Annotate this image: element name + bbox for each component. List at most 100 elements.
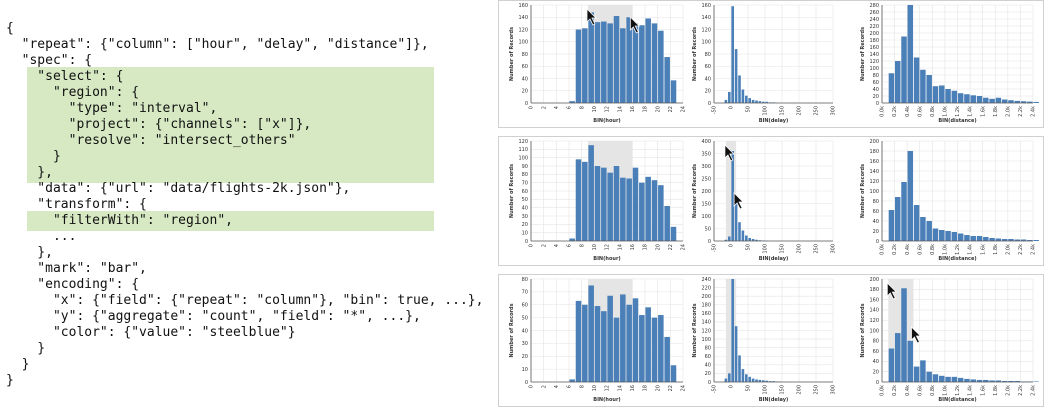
y-axis-label: Number of Records (692, 303, 698, 357)
code-line: } (6, 373, 14, 388)
y-axis-label: Number of Records (860, 303, 866, 357)
y-tick-label: 200 (701, 294, 711, 300)
y-tick-label: 0 (876, 239, 879, 245)
x-tick-label: 100 (763, 106, 769, 116)
code-line: "select": { (6, 69, 124, 84)
cursor-icon (724, 144, 735, 162)
y-tick-label: 60 (705, 354, 711, 360)
bar (888, 73, 895, 103)
y-tick-label: 0 (876, 380, 879, 386)
bar (734, 326, 738, 382)
bar (594, 22, 601, 103)
bar (664, 57, 670, 103)
bar (575, 300, 582, 382)
bar (658, 185, 664, 241)
x-tick-label: 250 (814, 385, 820, 395)
bar (755, 239, 758, 241)
bar (1033, 381, 1039, 382)
bar (651, 23, 658, 103)
y-tick-label: 120 (518, 139, 528, 145)
x-tick-label: 50 (746, 106, 752, 112)
y-tick-label: 20 (873, 370, 879, 376)
code-line: "region": { (6, 85, 140, 100)
y-tick-label: 160 (701, 3, 711, 9)
bar (945, 89, 951, 103)
code-line: "y": {"aggregate": "count", "field": "*"… (6, 309, 421, 324)
bar (632, 23, 639, 103)
y-tick-label: 80 (522, 172, 528, 178)
bar (731, 6, 734, 104)
x-tick-label: 16 (630, 106, 636, 112)
chart-row-panel: 0 10 20 30 40 50 60 70 80 90 100 110 120 0 2 4 6 8 10 12 14 1… (498, 136, 1044, 266)
y-axis-label: Number of Records (692, 164, 698, 218)
y-tick-label: 80 (705, 345, 711, 351)
bar (768, 381, 772, 382)
x-tick-label: 150 (780, 106, 786, 116)
bar (1008, 380, 1014, 382)
bar (1014, 380, 1021, 382)
x-tick-label: 50 (746, 244, 752, 250)
bar (755, 379, 758, 382)
bar (995, 380, 1002, 382)
bar (607, 172, 613, 241)
bar (588, 12, 594, 104)
bar (745, 235, 748, 241)
y-tick-label: 50 (522, 315, 528, 321)
y-tick-label: 20 (705, 89, 711, 95)
bar (920, 217, 926, 241)
bar (957, 377, 964, 382)
x-tick-label: -50 (712, 244, 718, 252)
x-tick-label: 0.4k (905, 106, 911, 117)
y-tick-label: 0 (525, 239, 528, 245)
code-line: "spec": { (6, 53, 93, 68)
bar (772, 381, 775, 382)
code-line: "type": "interval", (6, 101, 218, 116)
cursor-shape (911, 326, 922, 344)
code-line: "data": {"url": "data/flights-2k.json"}, (6, 181, 351, 196)
x-tick-label: 100 (763, 244, 769, 254)
cursor-icon (886, 282, 898, 300)
x-tick-label: 1.2k (955, 106, 961, 117)
code-line: "transform": { (6, 197, 147, 212)
x-tick-label: 2.2k (1018, 106, 1024, 117)
cursor-shape (733, 192, 745, 210)
y-tick-label: 40 (873, 359, 879, 365)
bar (748, 238, 751, 241)
bar (951, 90, 958, 103)
bar (745, 374, 748, 382)
x-tick-label: 16 (630, 385, 636, 391)
bar (620, 28, 626, 103)
x-axis-label: BIN(distance) (938, 256, 976, 262)
bar (964, 94, 970, 103)
y-tick-label: 50 (705, 226, 711, 232)
y-tick-label: 20 (522, 222, 528, 228)
bar (913, 205, 920, 241)
y-tick-label: 60 (873, 349, 879, 355)
bar (651, 180, 658, 241)
bar (748, 376, 751, 382)
bar (738, 75, 741, 103)
bar (607, 295, 613, 382)
x-tick-label: 10 (592, 106, 598, 112)
y-tick-label: 160 (701, 311, 711, 317)
bar (670, 365, 677, 382)
x-tick-label: 0.6k (917, 244, 923, 255)
y-tick-label: 150 (701, 201, 711, 207)
x-tick-label: 0 (529, 106, 535, 109)
x-tick-label: 20 (655, 106, 661, 112)
x-tick-label: 8 (579, 385, 585, 388)
y-tick-label: 0 (525, 380, 528, 386)
x-tick-label: 4 (554, 106, 560, 109)
bar (569, 379, 575, 382)
bar (670, 80, 677, 103)
bar (964, 378, 970, 382)
y-tick-label: 30 (522, 341, 528, 347)
bar (658, 30, 664, 104)
y-tick-label: 40 (522, 205, 528, 211)
code-line: "x": {"field": {"repeat": "column"}, "bi… (6, 293, 484, 308)
x-tick-label: 20 (655, 385, 661, 391)
x-tick-label: 22 (668, 106, 674, 112)
x-tick-label: 1.6k (980, 385, 986, 396)
